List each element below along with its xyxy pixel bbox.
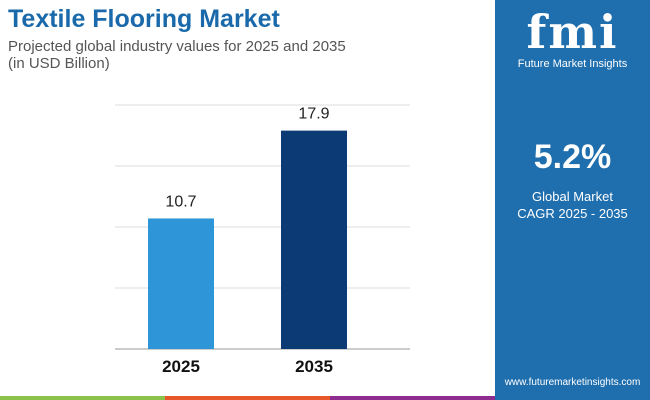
x-tick-label: 2025: [162, 357, 200, 376]
bar-chart: 10.7 2025 17.9 2035: [115, 104, 410, 376]
logo-name: Future Market Insights: [517, 58, 628, 70]
bar-2035: [281, 130, 347, 349]
cagr-label-line2: CAGR 2025 - 2035: [517, 206, 628, 221]
cagr-label: Global Market CAGR 2025 - 2035: [495, 188, 650, 222]
page-title: Textile Flooring Market: [8, 5, 280, 33]
subtitle: Projected global industry values for 202…: [8, 38, 346, 72]
logo-mark: fmi: [526, 5, 619, 59]
stripe-purple: [330, 396, 495, 400]
website-link[interactable]: www.futuremarketinsights.com: [504, 377, 641, 388]
bar-2025: [148, 218, 214, 349]
cagr-label-line1: Global Market: [532, 189, 613, 204]
cagr-value: 5.2%: [533, 138, 612, 176]
data-label: 17.9: [298, 106, 329, 123]
subtitle-line1: Projected global industry values for 202…: [8, 38, 346, 55]
side-panel: fmi Future Market Insights 5.2% Global Ma…: [495, 0, 650, 400]
stripe-green: [0, 396, 165, 400]
x-tick-label: 2035: [295, 357, 333, 376]
subtitle-line2: (in USD Billion): [8, 55, 110, 72]
stripe-orange: [165, 396, 330, 400]
fmi-logo: fmi Future Market Insights: [495, 8, 650, 70]
data-label: 10.7: [165, 193, 196, 210]
